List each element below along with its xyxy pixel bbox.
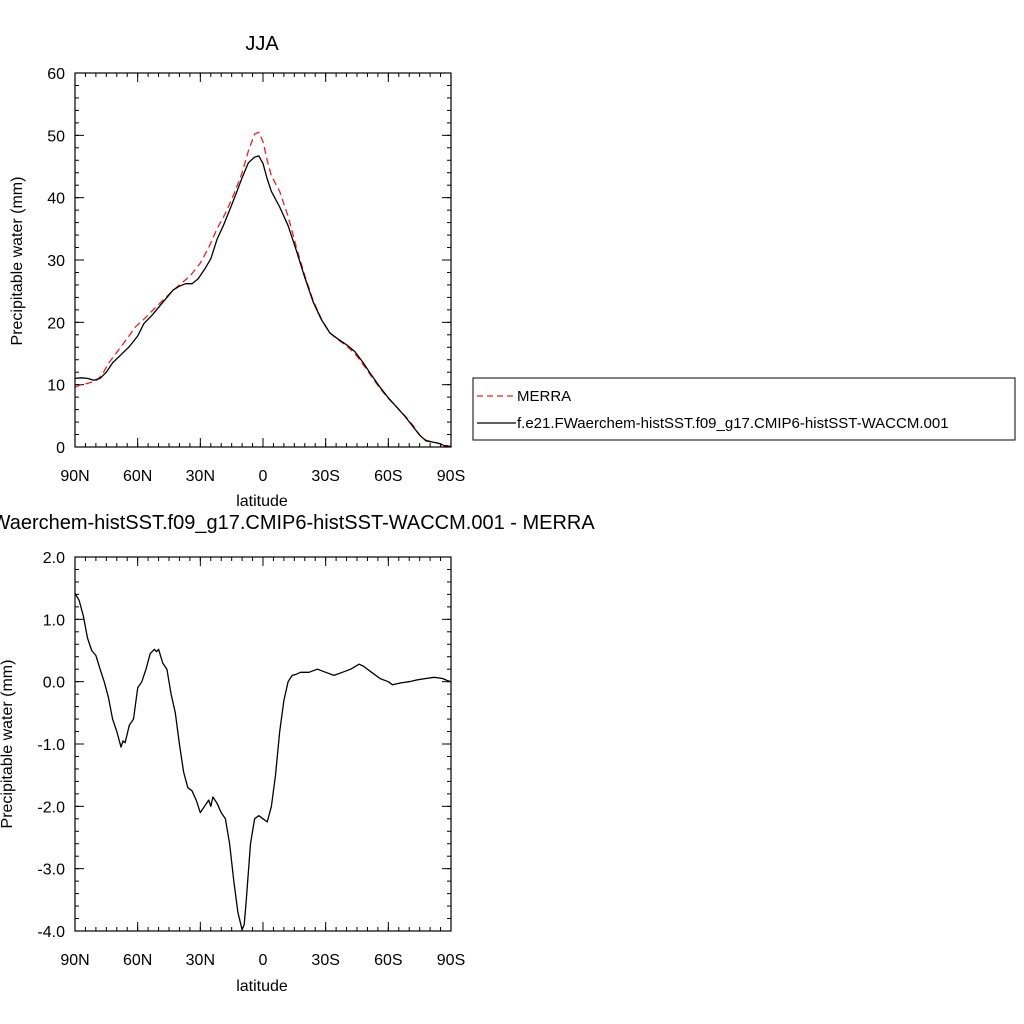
plot-frame bbox=[74, 556, 452, 932]
x-tick-label: 0 bbox=[259, 952, 268, 969]
y-tick-label: 20 bbox=[47, 315, 65, 332]
y-tick-label: 60 bbox=[47, 66, 65, 83]
chart-top-legend: MERRA f.e21.FWaerchem-histSST.f09_g17.CM… bbox=[472, 377, 1016, 441]
y-tick-label: 2.0 bbox=[43, 550, 65, 567]
chart-top-ylabel: Precipitable water (mm) bbox=[9, 177, 26, 346]
chart-top: JJA Precipitable water (mm) latitude 90N… bbox=[9, 33, 1016, 510]
legend-box bbox=[472, 377, 1016, 441]
chart-bottom: f.e21.FWaerchem-histSST.f09_g17.CMIP6-hi… bbox=[0, 512, 595, 995]
chart-top-title: JJA bbox=[245, 33, 279, 55]
x-tick-label: 90N bbox=[60, 468, 89, 485]
plot-frame bbox=[74, 72, 452, 448]
chart-bottom-xlabel: latitude bbox=[236, 978, 288, 995]
y-tick-label: 10 bbox=[47, 378, 65, 395]
x-tick-label: 30S bbox=[311, 468, 339, 485]
x-tick-label: 90S bbox=[437, 952, 465, 969]
x-tick-label: 30N bbox=[186, 468, 215, 485]
series-line-merra bbox=[74, 131, 452, 448]
y-tick-label: -4.0 bbox=[37, 924, 65, 941]
x-tick-label: 60N bbox=[123, 952, 152, 969]
chart-top-frame bbox=[74, 72, 452, 448]
y-tick-label: 30 bbox=[47, 253, 65, 270]
x-tick-label: 30N bbox=[186, 952, 215, 969]
chart-top-axes: 90N 60N 30N 0 30S 60S 90S 0 10 20 30 40 50 60 bbox=[47, 66, 465, 485]
x-tick-label: 60S bbox=[374, 468, 402, 485]
y-tick-label: 0.0 bbox=[43, 675, 65, 692]
chart-bottom-frame bbox=[74, 556, 452, 932]
y-tick-label: -1.0 bbox=[37, 737, 65, 754]
y-tick-label: 1.0 bbox=[43, 612, 65, 629]
legend-label-model: f.e21.FWaerchem-histSST.f09_g17.CMIP6-hi… bbox=[517, 415, 949, 432]
series-line-1-0 bbox=[74, 592, 452, 931]
chart-bottom-series bbox=[74, 592, 452, 931]
x-tick-label: 90N bbox=[60, 952, 89, 969]
y-tick-label: -3.0 bbox=[37, 862, 65, 879]
x-tick-label: 60S bbox=[374, 952, 402, 969]
series-line-0-1 bbox=[74, 155, 452, 448]
y-tick-label: 50 bbox=[47, 128, 65, 145]
x-tick-label: 90S bbox=[437, 468, 465, 485]
x-tick-label: 30S bbox=[311, 952, 339, 969]
chart-bottom-axes: 90N 60N 30N 0 30S 60S 90S -4.0 -3.0 -2.0 -1.0 0.0 1.… bbox=[37, 550, 465, 969]
x-tick-label: 0 bbox=[259, 468, 268, 485]
chart-bottom-title: f.e21.FWaerchem-histSST.f09_g17.CMIP6-hi… bbox=[0, 512, 595, 534]
chart-top-xlabel: latitude bbox=[236, 493, 288, 510]
chart-top-series bbox=[74, 131, 452, 448]
y-tick-label: -2.0 bbox=[37, 799, 65, 816]
x-tick-label: 60N bbox=[123, 468, 152, 485]
y-tick-label: 40 bbox=[47, 191, 65, 208]
y-tick-label: 0 bbox=[56, 440, 65, 457]
legend-label-merra: MERRA bbox=[517, 388, 571, 405]
chart-bottom-ylabel: Precipitable water (mm) bbox=[0, 660, 16, 829]
